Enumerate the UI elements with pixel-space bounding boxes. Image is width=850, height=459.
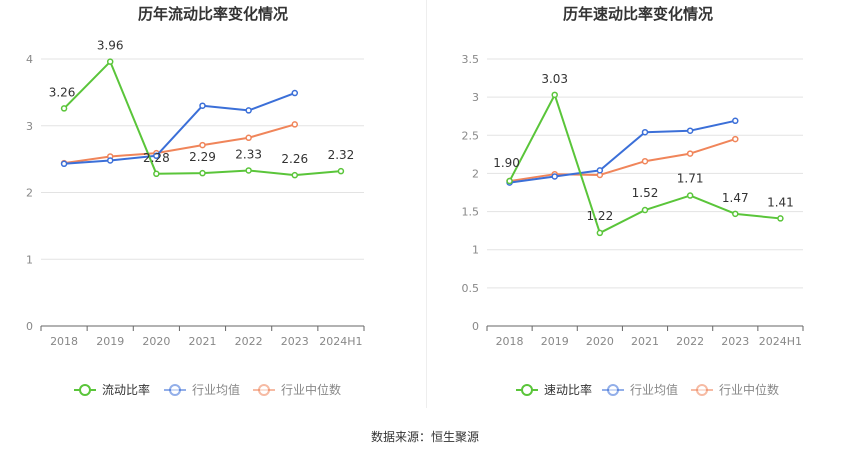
x-tick-label: 2022 <box>235 335 263 348</box>
data-point <box>199 102 206 109</box>
y-tick-label: 3.5 <box>462 53 480 66</box>
series-line-2 <box>63 123 296 165</box>
y-tick-label: 1 <box>472 244 479 257</box>
legend-label: 行业均值 <box>630 382 678 397</box>
y-tick-label: 1 <box>26 253 33 266</box>
y-tick-label: 4 <box>26 53 33 66</box>
data-point <box>291 121 299 128</box>
data-label: 3.26 <box>49 85 76 99</box>
series-line-1 <box>63 92 296 165</box>
legend-swatch-marker <box>79 384 91 396</box>
y-tick-label: 0 <box>26 320 33 333</box>
y-tick-label: 3 <box>472 91 479 104</box>
data-point <box>106 58 114 65</box>
series-line-2 <box>509 138 736 183</box>
data-point <box>291 171 299 179</box>
data-point <box>245 107 252 114</box>
data-point <box>686 150 694 157</box>
data-label: 2.26 <box>281 152 308 166</box>
x-tick-label: 2024H1 <box>319 335 362 348</box>
x-tick-label: 2024H1 <box>759 335 802 348</box>
data-source-note: 数据来源：恒生聚源 <box>370 430 479 444</box>
current-ratio-chart: 历年流动比率变化情况 0 1 2 3 4 2018 2019 2020 2021 2022 2023 2… <box>26 5 365 397</box>
data-point <box>777 215 784 222</box>
data-point <box>641 206 649 214</box>
data-point <box>641 128 649 136</box>
data-point <box>551 173 558 180</box>
data-label: 2.28 <box>143 151 170 165</box>
data-point <box>596 229 604 237</box>
x-tick-label: 2023 <box>281 335 309 348</box>
data-point <box>199 169 206 177</box>
y-tick-label: 0.5 <box>462 282 480 295</box>
data-point <box>686 192 694 199</box>
chart-title: 历年速动比率变化情况 <box>563 5 713 23</box>
chart-title: 历年流动比率变化情况 <box>138 5 288 23</box>
legend-swatch-marker <box>521 384 533 396</box>
legend-label: 速动比率 <box>544 382 592 397</box>
legend-label: 行业中位数 <box>719 382 779 397</box>
data-point <box>596 167 604 174</box>
data-label: 3.03 <box>541 72 568 86</box>
data-label: 2.33 <box>235 147 262 161</box>
data-point <box>153 152 160 160</box>
legend-swatch-marker <box>696 384 708 396</box>
data-label: 2.32 <box>328 148 355 162</box>
x-tick-label: 2022 <box>676 335 704 348</box>
x-tick-label: 2020 <box>142 335 170 348</box>
data-point <box>60 105 68 112</box>
data-point <box>60 160 68 168</box>
data-point <box>551 91 558 99</box>
y-tick-label: 2 <box>26 187 33 200</box>
y-tick-label: 0 <box>472 320 479 333</box>
y-tick-label: 2.5 <box>462 129 480 142</box>
data-label: 2.29 <box>189 150 216 164</box>
data-point <box>506 177 513 185</box>
data-point <box>106 157 114 164</box>
data-point <box>732 135 739 143</box>
series-line-1 <box>509 119 736 184</box>
data-label: 1.90 <box>493 156 520 170</box>
data-label: 3.96 <box>97 39 124 53</box>
data-point <box>732 117 739 125</box>
data-label: 1.52 <box>632 186 659 200</box>
data-label: 1.41 <box>767 195 794 209</box>
data-point <box>245 134 252 142</box>
data-label: 1.71 <box>677 172 704 186</box>
data-point <box>291 89 299 97</box>
x-tick-label: 2018 <box>50 335 78 348</box>
x-tick-label: 2021 <box>189 335 217 348</box>
chart-divider <box>426 0 427 408</box>
data-point <box>153 170 160 178</box>
x-tick-label: 2021 <box>631 335 659 348</box>
x-tick-label: 2023 <box>721 335 749 348</box>
legend-swatch-marker <box>169 384 181 396</box>
x-tick-label: 2020 <box>586 335 614 348</box>
data-label: 1.47 <box>722 191 749 205</box>
data-point <box>245 167 252 174</box>
data-label: 1.22 <box>586 209 613 223</box>
y-tick-label: 1.5 <box>462 206 480 219</box>
x-tick-label: 2019 <box>96 335 124 348</box>
data-point <box>199 141 206 149</box>
legend-label: 流动比率 <box>102 382 150 397</box>
data-point <box>641 157 649 165</box>
data-point <box>337 167 345 175</box>
data-point <box>686 127 694 134</box>
legend-swatch-marker <box>607 384 619 396</box>
legend-swatch-marker <box>258 384 270 396</box>
data-point <box>732 210 739 218</box>
y-tick-label: 3 <box>26 120 33 133</box>
x-tick-label: 2019 <box>541 335 569 348</box>
legend-label: 行业均值 <box>192 382 240 397</box>
y-tick-label: 2 <box>472 167 479 180</box>
x-tick-label: 2018 <box>496 335 524 348</box>
legend-label: 行业中位数 <box>281 382 341 397</box>
